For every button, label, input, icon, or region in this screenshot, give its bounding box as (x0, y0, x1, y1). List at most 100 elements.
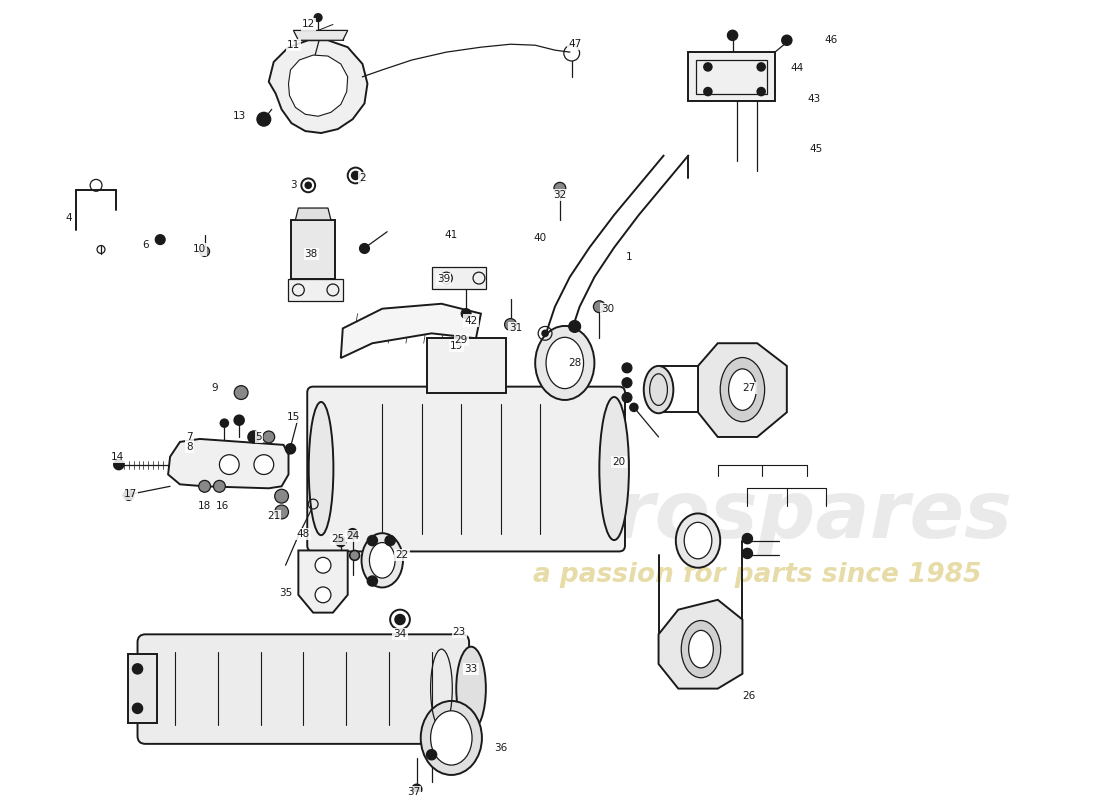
Polygon shape (659, 600, 742, 689)
Circle shape (219, 454, 239, 474)
Circle shape (234, 415, 244, 425)
Polygon shape (168, 439, 288, 488)
Circle shape (757, 88, 766, 95)
Circle shape (621, 363, 631, 373)
Bar (128, 654, 157, 723)
Circle shape (286, 444, 296, 454)
Circle shape (427, 750, 437, 760)
Circle shape (336, 537, 345, 546)
Text: 41: 41 (444, 230, 458, 240)
Text: 29: 29 (454, 335, 467, 346)
Ellipse shape (681, 621, 720, 678)
Circle shape (593, 301, 605, 313)
Ellipse shape (644, 366, 673, 414)
Text: 23: 23 (452, 627, 465, 638)
Text: 42: 42 (464, 315, 477, 326)
Circle shape (306, 182, 311, 188)
Text: 43: 43 (807, 94, 821, 105)
Ellipse shape (689, 630, 713, 668)
Text: 27: 27 (742, 382, 756, 393)
Text: 30: 30 (601, 304, 614, 314)
Text: 47: 47 (568, 39, 581, 50)
Polygon shape (294, 30, 348, 40)
Text: 12: 12 (301, 19, 315, 30)
Text: 33: 33 (464, 664, 477, 674)
Ellipse shape (600, 397, 629, 540)
Circle shape (782, 35, 792, 46)
Circle shape (352, 171, 360, 179)
Circle shape (113, 460, 123, 470)
Circle shape (630, 403, 638, 411)
Circle shape (757, 63, 766, 71)
Ellipse shape (370, 542, 395, 578)
Circle shape (220, 419, 229, 427)
Circle shape (213, 480, 226, 492)
Text: 25: 25 (331, 534, 344, 544)
Text: 45: 45 (810, 144, 823, 154)
Text: 44: 44 (790, 63, 803, 73)
Bar (689, 52, 776, 102)
Bar (288, 279, 343, 301)
Bar (696, 60, 767, 94)
FancyBboxPatch shape (138, 634, 469, 744)
Circle shape (263, 431, 275, 443)
Text: 37: 37 (407, 787, 420, 798)
Circle shape (621, 378, 631, 388)
Circle shape (350, 550, 360, 560)
Text: 28: 28 (568, 358, 581, 368)
Text: 10: 10 (194, 245, 206, 254)
Text: 39: 39 (437, 274, 450, 284)
Circle shape (133, 703, 142, 714)
Text: 32: 32 (553, 190, 566, 200)
Text: 11: 11 (287, 40, 300, 50)
Polygon shape (296, 208, 331, 220)
FancyBboxPatch shape (307, 386, 625, 551)
Text: 20: 20 (613, 457, 626, 466)
Text: 9: 9 (211, 382, 218, 393)
Polygon shape (292, 220, 334, 279)
Circle shape (315, 14, 322, 22)
Ellipse shape (720, 358, 764, 422)
Circle shape (742, 549, 752, 558)
Text: 17: 17 (124, 490, 138, 499)
Ellipse shape (675, 514, 720, 568)
Circle shape (395, 614, 405, 625)
Circle shape (275, 505, 288, 519)
Circle shape (254, 454, 274, 474)
Circle shape (505, 318, 516, 330)
Text: 1: 1 (626, 252, 632, 262)
Text: 2: 2 (360, 174, 366, 183)
Polygon shape (341, 304, 481, 358)
Circle shape (704, 88, 712, 95)
Text: 22: 22 (395, 550, 408, 560)
Circle shape (348, 529, 358, 538)
Ellipse shape (420, 701, 482, 775)
Text: 38: 38 (305, 250, 318, 259)
Circle shape (411, 784, 421, 794)
Text: a passion for parts since 1985: a passion for parts since 1985 (534, 562, 981, 588)
Polygon shape (698, 343, 786, 437)
Text: 14: 14 (111, 452, 124, 462)
Text: 6: 6 (142, 239, 148, 250)
Ellipse shape (456, 646, 486, 730)
Text: 5: 5 (255, 432, 262, 442)
Circle shape (554, 182, 565, 194)
Circle shape (315, 587, 331, 602)
Text: 40: 40 (534, 233, 547, 242)
Text: eurospares: eurospares (503, 477, 1012, 555)
Circle shape (199, 480, 210, 492)
Circle shape (385, 536, 395, 546)
Circle shape (133, 664, 142, 674)
Circle shape (200, 246, 210, 256)
Text: 46: 46 (825, 35, 838, 46)
Ellipse shape (536, 326, 594, 400)
Ellipse shape (362, 533, 403, 587)
Ellipse shape (684, 522, 712, 559)
Circle shape (234, 386, 248, 399)
Circle shape (123, 490, 133, 500)
Text: 48: 48 (297, 529, 310, 538)
Ellipse shape (430, 711, 472, 765)
Text: 35: 35 (279, 588, 293, 598)
Circle shape (275, 490, 288, 503)
Circle shape (569, 321, 581, 332)
